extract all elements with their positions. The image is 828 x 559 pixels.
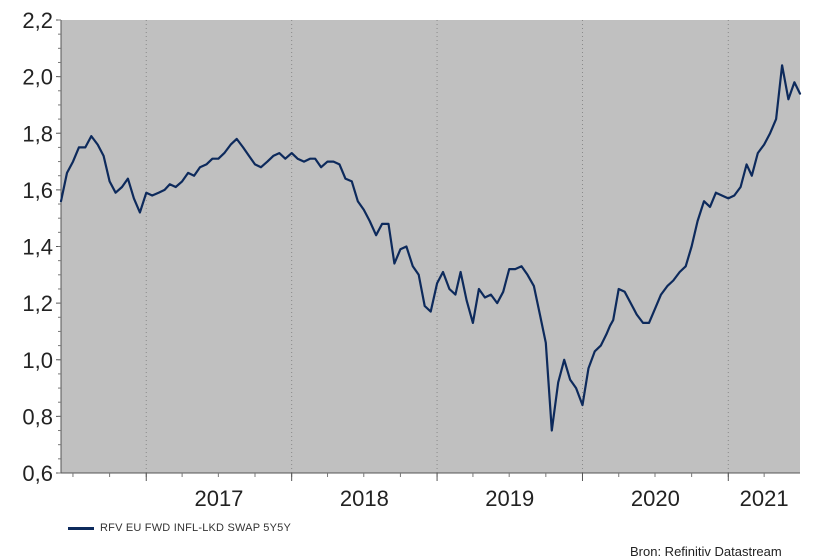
y-tick-label: 2,2 bbox=[22, 8, 53, 33]
x-axis-ticks: 2017 2018 2019 2020 2021 bbox=[72, 473, 789, 511]
y-tick-label: 2,0 bbox=[22, 65, 53, 90]
y-tick-label: 1,4 bbox=[22, 235, 53, 260]
x-tick-label: 2017 bbox=[194, 486, 243, 511]
plot-area bbox=[61, 20, 800, 473]
y-tick-label: 0,6 bbox=[22, 461, 53, 486]
legend-label: RFV EU FWD INFL-LKD SWAP 5Y5Y bbox=[100, 522, 292, 534]
legend: RFV EU FWD INFL-LKD SWAP 5Y5Y bbox=[68, 522, 291, 534]
y-tick-label: 0,8 bbox=[22, 404, 53, 429]
legend-swatch bbox=[68, 526, 94, 530]
x-tick-label: 2019 bbox=[485, 486, 534, 511]
x-tick-label: 2018 bbox=[340, 486, 389, 511]
y-tick-label: 1,0 bbox=[22, 348, 53, 373]
series-line bbox=[59, 64, 802, 432]
y-tick-label: 1,8 bbox=[22, 121, 53, 146]
y-axis-ticks: 0,6 0,8 1,0 1,2 1,4 1,6 1,8 2,0 2,2 bbox=[22, 8, 61, 486]
x-tick-label: 2020 bbox=[631, 486, 680, 511]
x-tick-label: 2021 bbox=[740, 486, 789, 511]
y-tick-label: 1,2 bbox=[22, 291, 53, 316]
series-layer bbox=[59, 64, 802, 432]
y-tick-label: 1,6 bbox=[22, 178, 53, 203]
source-note: Bron: Refinitiv Datastream bbox=[630, 544, 782, 559]
